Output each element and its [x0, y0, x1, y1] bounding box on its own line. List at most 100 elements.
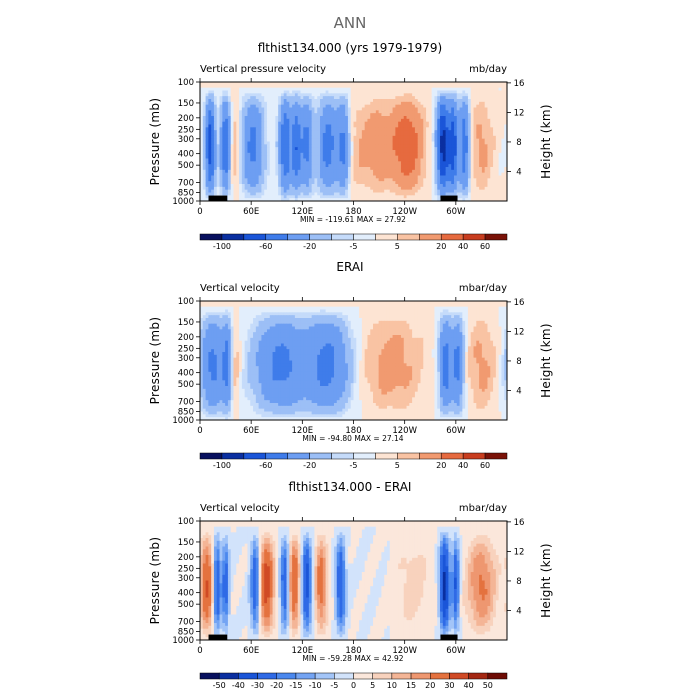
heatmap-cell [227, 135, 232, 140]
heatmap-cell [498, 303, 502, 308]
heatmap-cell [356, 82, 360, 86]
heatmap-cell [283, 104, 287, 108]
heatmap-cell [451, 161, 455, 165]
heatmap-cell [347, 118, 352, 123]
heatmap-cell [353, 113, 357, 117]
heatmap-cell [361, 130, 366, 134]
heatmap-cell [233, 195, 237, 199]
heatmap-cell [227, 186, 232, 191]
heatmap-cell [395, 87, 399, 91]
heatmap-cell [241, 301, 246, 305]
heatmap-cell [328, 82, 332, 86]
heatmap-cell [219, 158, 223, 162]
heatmap-cell [236, 99, 240, 103]
heatmap-cell [347, 152, 352, 157]
heatmap-cell [384, 90, 388, 94]
heatmap-cell [258, 306, 262, 310]
heatmap-cell [359, 181, 363, 185]
heatmap-cell [381, 186, 385, 191]
heatmap-cell [216, 155, 220, 159]
heatmap-cell [306, 303, 310, 308]
heatmap-cell [264, 135, 268, 140]
heatmap-cell [373, 130, 377, 134]
heatmap-cell [495, 195, 500, 199]
heatmap-cell [456, 141, 460, 145]
heatmap-cell [317, 189, 321, 193]
heatmap-cell [230, 178, 234, 182]
heatmap-cell [470, 110, 474, 114]
heatmap-cell [375, 127, 380, 131]
heatmap-cell [211, 133, 215, 137]
heatmap-cell [364, 178, 368, 182]
heatmap-cell [456, 121, 460, 125]
heatmap-cell [222, 121, 226, 125]
heatmap-cell [423, 161, 427, 165]
heatmap-cell [308, 178, 313, 182]
heatmap-cell [300, 121, 304, 125]
heatmap-cell [227, 138, 232, 142]
heatmap-cell [378, 175, 382, 179]
heatmap-cell [222, 155, 226, 159]
heatmap-cell [202, 124, 206, 128]
heatmap-cell [487, 127, 491, 131]
heatmap-cell [409, 133, 413, 137]
heatmap-cell [445, 301, 449, 305]
heatmap-cell [320, 144, 324, 148]
heatmap-cell [445, 130, 449, 134]
heatmap-cell [322, 121, 326, 125]
heatmap-cell [350, 150, 354, 154]
heatmap-cell [266, 133, 271, 137]
heatmap-cell [470, 164, 474, 168]
heatmap-cell [227, 127, 232, 131]
heatmap-cell [367, 121, 371, 125]
heatmap-cell [317, 124, 321, 128]
heatmap-cell [378, 82, 382, 86]
heatmap-cell [339, 113, 343, 117]
heatmap-cell [490, 189, 494, 193]
heatmap-cell [306, 169, 310, 174]
heatmap-cell [292, 141, 296, 145]
colorbar-label: -60 [259, 242, 272, 251]
heatmap-cell [434, 127, 438, 131]
heatmap-cell [386, 90, 391, 94]
heatmap-cell [373, 147, 377, 151]
heatmap-cell [386, 301, 391, 305]
heatmap-cell [255, 110, 260, 114]
heatmap-cell [247, 178, 251, 182]
heatmap-cell [208, 192, 212, 196]
heatmap-cell [306, 198, 310, 202]
heatmap-cell [269, 169, 273, 174]
heatmap-cell [470, 133, 474, 137]
heatmap-cell [314, 107, 318, 111]
heatmap-cell [333, 164, 338, 168]
heatmap-cell [476, 110, 480, 114]
heatmap-cell [504, 133, 508, 137]
heatmap-cell [253, 152, 257, 157]
colorbar-swatch [287, 233, 310, 241]
heatmap-cell [303, 133, 307, 137]
heatmap-cell [448, 150, 452, 154]
heatmap-cell [219, 141, 223, 145]
heatmap-cell [493, 87, 497, 91]
heatmap-cell [473, 127, 477, 131]
heatmap-cell [434, 121, 438, 125]
heatmap-cell [440, 192, 444, 196]
heatmap-cell [389, 127, 393, 131]
heatmap-cell [498, 121, 502, 125]
heatmap-cell [370, 124, 374, 128]
y-tick-label: 400 [178, 150, 194, 160]
heatmap-cell [364, 135, 368, 140]
heatmap-cell [308, 141, 313, 145]
heatmap-cell [280, 110, 285, 114]
heatmap-cell [347, 107, 352, 111]
heatmap-cell [392, 84, 396, 89]
heatmap-cell [280, 175, 285, 179]
heatmap-cell [213, 84, 218, 89]
heatmap-cell [364, 192, 368, 196]
heatmap-cell [320, 135, 324, 140]
heatmap-cell [448, 133, 452, 137]
heatmap-cell [495, 169, 500, 174]
heatmap-cell [227, 141, 232, 145]
heatmap-cell [342, 161, 346, 165]
heatmap-cell [353, 301, 357, 305]
